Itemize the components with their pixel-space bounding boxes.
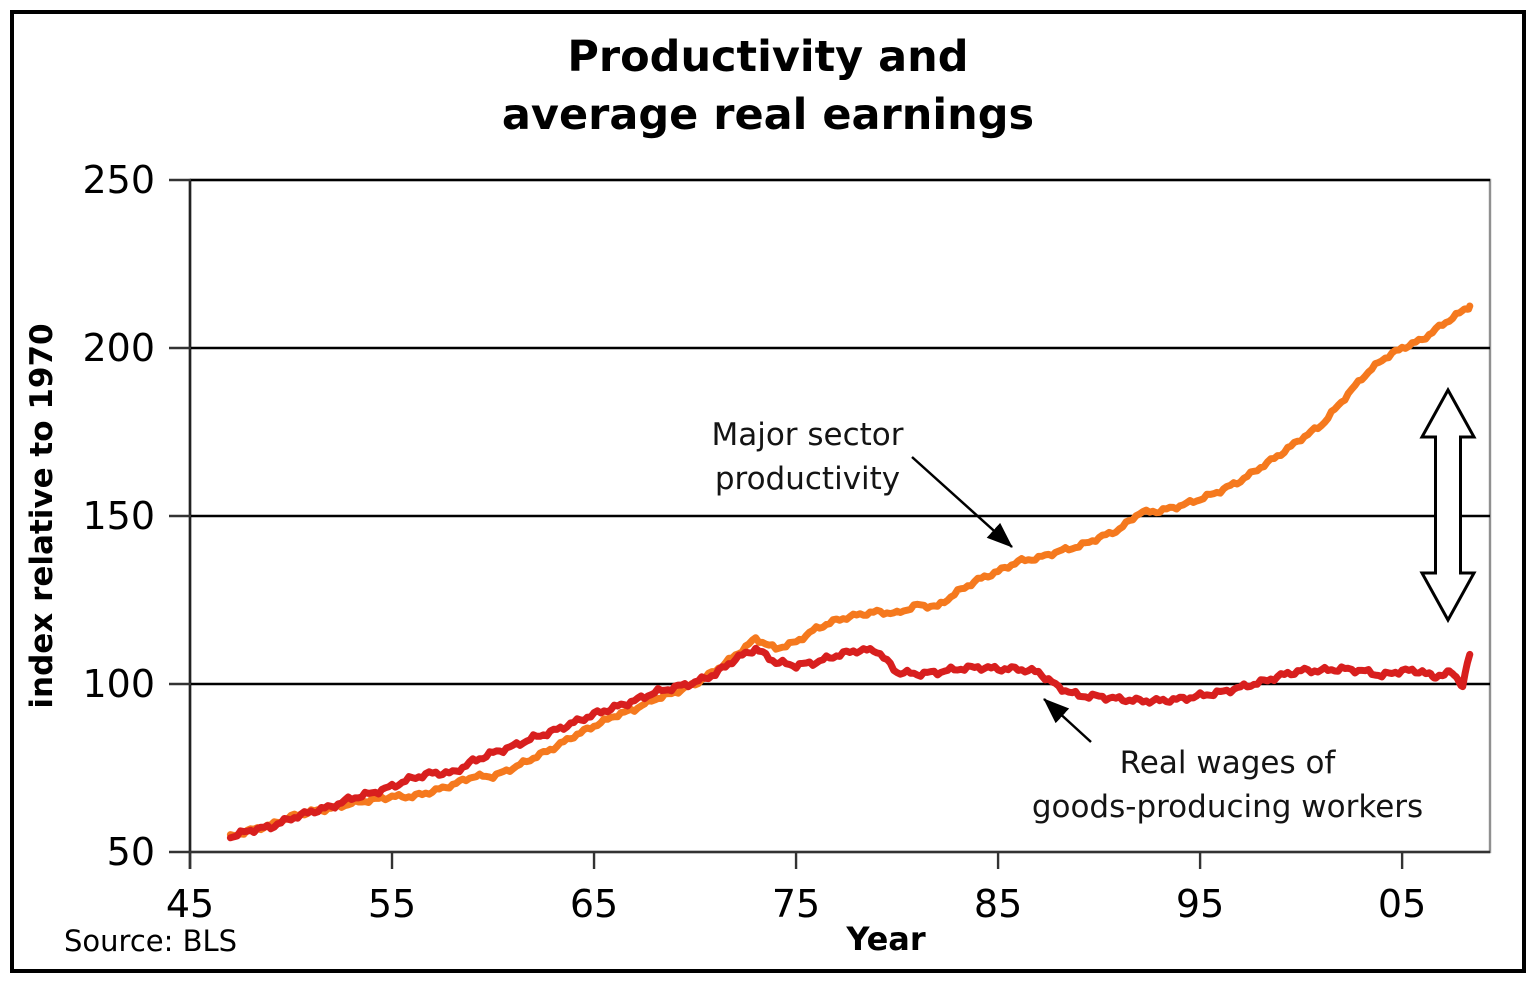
x-tick-label: 75 [771,882,821,926]
y-tick-label: 200 [82,326,155,370]
y-tick-label: 150 [82,494,155,538]
chart-title-line2: average real earnings [501,90,1035,140]
productivity-series-label: Major sector productivity [655,413,960,501]
x-tick-label: 95 [1175,882,1225,926]
x-tick-label: 65 [569,882,619,926]
productivity-pointer-arrow-icon [911,456,1013,548]
y-tick-labels: 50 100 150 200 250 [0,0,155,983]
x-tick-label: 45 [165,882,215,926]
wages-series-label: Real wages of goods-producing workers [1010,741,1445,829]
x-axis-title: Year [846,920,926,958]
productivity-series-label-line2: productivity [714,461,901,497]
chart-title-line1: Productivity and [567,32,969,82]
productivity-line [226,302,1474,839]
x-tick-label: 55 [367,882,417,926]
x-tick-label: 85 [973,882,1023,926]
wages-series-label-line2: goods-producing workers [1031,789,1424,825]
up-down-gap-arrow-icon [1419,386,1477,624]
productivity-series-label-line1: Major sector [711,417,904,453]
source-note: Source: BLS [64,924,238,958]
wages-line [226,644,1474,842]
y-tick-label: 100 [82,662,155,706]
wages-pointer-arrow-icon [1043,698,1092,743]
wages-series-label-line1: Real wages of [1119,745,1336,781]
chart-title: Productivity and average real earnings [0,28,1536,144]
y-axis-title: index relative to 1970 [24,323,60,709]
y-tick-label: 250 [82,158,155,202]
y-tick-label: 50 [106,830,155,874]
x-tick-label: 05 [1377,882,1427,926]
figure-border [10,10,1526,973]
